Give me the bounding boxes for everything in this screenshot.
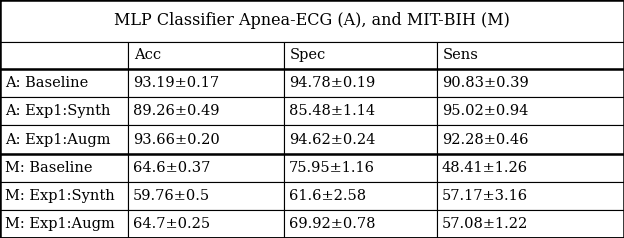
Text: 93.19±0.17: 93.19±0.17 xyxy=(133,76,219,90)
Text: 57.08±1.22: 57.08±1.22 xyxy=(442,217,528,231)
Text: Sens: Sens xyxy=(443,49,479,62)
Text: 93.66±0.20: 93.66±0.20 xyxy=(133,133,220,147)
Text: 90.83±0.39: 90.83±0.39 xyxy=(442,76,529,90)
Text: 94.62±0.24: 94.62±0.24 xyxy=(289,133,375,147)
Text: 92.28±0.46: 92.28±0.46 xyxy=(442,133,529,147)
Text: M: Exp1:Augm: M: Exp1:Augm xyxy=(5,217,115,231)
Text: 75.95±1.16: 75.95±1.16 xyxy=(289,161,375,175)
Text: A: Exp1:Synth: A: Exp1:Synth xyxy=(5,104,110,118)
Text: A: Exp1:Augm: A: Exp1:Augm xyxy=(5,133,110,147)
Text: 64.6±0.37: 64.6±0.37 xyxy=(133,161,210,175)
Text: 89.26±0.49: 89.26±0.49 xyxy=(133,104,220,118)
Text: M: Baseline: M: Baseline xyxy=(5,161,92,175)
Text: 59.76±0.5: 59.76±0.5 xyxy=(133,189,210,203)
Text: 85.48±1.14: 85.48±1.14 xyxy=(289,104,375,118)
Text: Spec: Spec xyxy=(290,49,326,62)
Text: 64.7±0.25: 64.7±0.25 xyxy=(133,217,210,231)
Text: Acc: Acc xyxy=(134,49,161,62)
Text: 48.41±1.26: 48.41±1.26 xyxy=(442,161,528,175)
Text: A: Baseline: A: Baseline xyxy=(5,76,88,90)
Text: 69.92±0.78: 69.92±0.78 xyxy=(289,217,376,231)
Text: 61.6±2.58: 61.6±2.58 xyxy=(289,189,366,203)
Text: 94.78±0.19: 94.78±0.19 xyxy=(289,76,375,90)
Text: 57.17±3.16: 57.17±3.16 xyxy=(442,189,528,203)
Text: 95.02±0.94: 95.02±0.94 xyxy=(442,104,528,118)
Text: MLP Classifier Apnea-ECG (A), and MIT-BIH (M): MLP Classifier Apnea-ECG (A), and MIT-BI… xyxy=(114,12,510,29)
Text: M: Exp1:Synth: M: Exp1:Synth xyxy=(5,189,115,203)
